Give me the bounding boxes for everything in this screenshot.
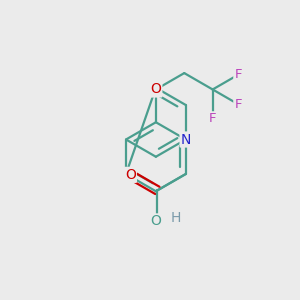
Text: O: O — [125, 168, 136, 182]
Text: O: O — [150, 82, 161, 97]
Text: O: O — [150, 214, 161, 228]
Text: F: F — [234, 98, 242, 111]
Text: F: F — [234, 68, 242, 81]
Text: F: F — [209, 112, 216, 125]
Text: H: H — [170, 212, 181, 225]
Text: N: N — [181, 133, 191, 146]
